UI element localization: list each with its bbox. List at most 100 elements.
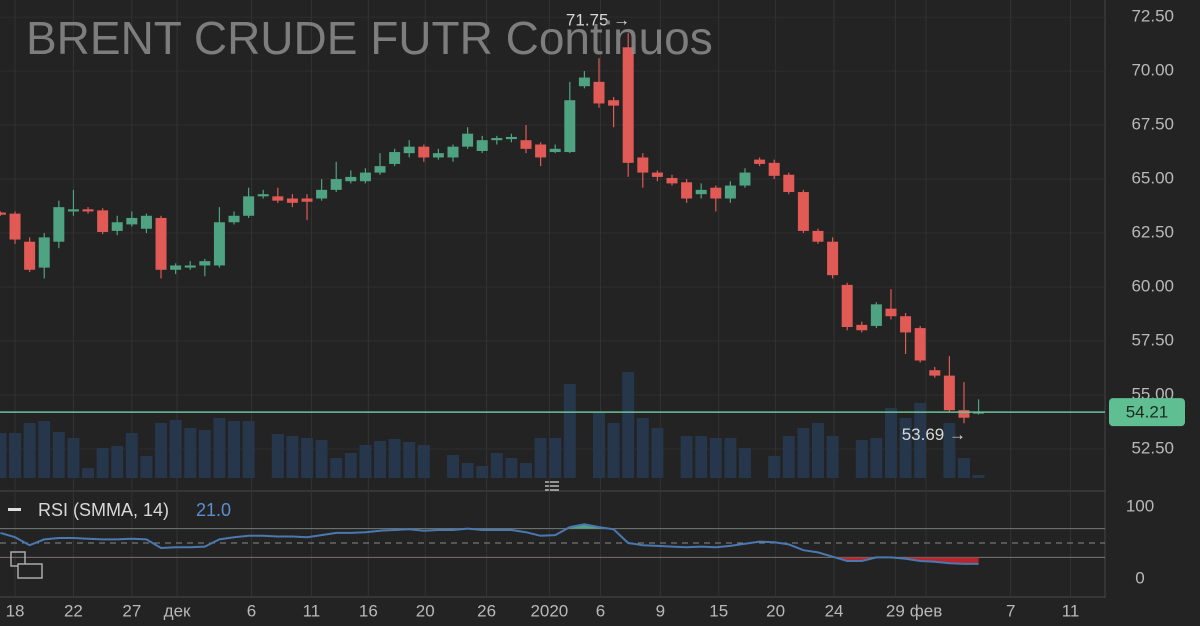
candle-body xyxy=(272,196,284,201)
candle-body xyxy=(710,187,722,199)
x-tick-label: 24 xyxy=(825,601,844,620)
chart-title: BRENT CRUDE FUTR Continuos xyxy=(26,12,713,64)
volume-bar xyxy=(52,432,65,478)
candle-body xyxy=(140,215,152,229)
resize-handle[interactable] xyxy=(545,481,559,491)
volume-bar xyxy=(899,418,912,478)
volume-bar xyxy=(330,458,343,478)
volume-bar xyxy=(23,423,36,478)
candle-body xyxy=(184,265,196,268)
y-tick-label: 52.50 xyxy=(1131,439,1174,458)
candle-body xyxy=(681,182,693,199)
x-tick-label: 11 xyxy=(1062,601,1080,620)
volume-bar xyxy=(315,440,328,478)
legend-toggle[interactable] xyxy=(8,508,21,511)
candle-body xyxy=(797,192,809,231)
volume-bar xyxy=(286,436,299,478)
x-tick-label: 16 xyxy=(359,601,378,620)
volume-bar xyxy=(782,436,795,478)
candle-body xyxy=(257,194,269,197)
candle-body xyxy=(67,209,79,212)
candle-body xyxy=(97,210,109,232)
candle-body xyxy=(914,328,926,361)
candle-body xyxy=(111,222,123,231)
volume-bar xyxy=(826,436,839,478)
volume-bar xyxy=(67,438,80,478)
rsi-tick-label: 100 xyxy=(1126,496,1154,515)
y-tick-label: 60.00 xyxy=(1131,277,1174,296)
volume-bar xyxy=(549,438,562,478)
volume-bar xyxy=(592,413,605,478)
volume-bar xyxy=(943,423,956,478)
volume-bar xyxy=(417,445,430,478)
volume-bar xyxy=(680,436,693,478)
volume-bar xyxy=(476,466,489,478)
volume-bar xyxy=(651,428,664,478)
candle-body xyxy=(345,176,357,182)
candle-body xyxy=(403,146,415,154)
volume-bar xyxy=(140,456,153,478)
candle-body xyxy=(0,212,6,215)
x-tick-label: 18 xyxy=(6,601,25,620)
y-tick-label: 72.50 xyxy=(1131,7,1174,26)
volume-bar xyxy=(82,468,95,478)
volume xyxy=(0,372,985,478)
volume-bar xyxy=(972,475,985,478)
volume-bar xyxy=(184,428,197,478)
y-tick-label: 67.50 xyxy=(1131,115,1174,134)
x-tick-label: 2020 xyxy=(530,601,568,620)
volume-bar xyxy=(622,372,635,478)
x-tick-label: 20 xyxy=(416,601,435,620)
volume-bar xyxy=(155,423,168,478)
x-tick-label: 20 xyxy=(766,601,785,620)
x-tick-label: 27 xyxy=(122,601,141,620)
candle-body xyxy=(856,324,868,331)
price-annotation: 71.75 → xyxy=(566,11,630,30)
candle-body xyxy=(695,189,707,195)
volume-bar xyxy=(490,453,503,478)
candle-body xyxy=(564,100,576,153)
candle-body xyxy=(418,146,430,158)
candle-body xyxy=(228,215,240,223)
candle-body xyxy=(724,185,736,199)
candle-body xyxy=(870,304,882,326)
price-annotation: 53.69 → xyxy=(902,425,966,444)
candle-body xyxy=(243,196,255,216)
x-tick-label: фев xyxy=(910,601,942,620)
volume-bar xyxy=(125,433,138,478)
volume-bar xyxy=(388,439,401,478)
volume-bar xyxy=(520,463,533,478)
candle-body xyxy=(286,198,298,203)
volume-bar xyxy=(563,384,576,478)
volume-bar xyxy=(198,430,211,478)
volume-bar xyxy=(359,445,372,478)
candle-body xyxy=(476,140,488,151)
x-tick-label: 6 xyxy=(596,601,605,620)
volume-bar xyxy=(855,440,868,478)
volume-bar xyxy=(505,458,518,478)
volume-bar xyxy=(709,438,722,478)
candle-body xyxy=(53,207,65,242)
candle-body xyxy=(900,316,912,333)
candle-body xyxy=(812,230,824,242)
x-tick-label: 29 xyxy=(886,601,905,620)
volume-bar xyxy=(301,438,314,478)
candle-body xyxy=(929,370,941,376)
candle-body xyxy=(374,166,386,173)
y-tick-label: 57.50 xyxy=(1131,331,1174,350)
volume-bar xyxy=(111,446,124,478)
candle-body xyxy=(593,81,605,104)
volume-bar xyxy=(38,421,51,478)
x-tick-label: 11 xyxy=(303,601,321,620)
candle-body xyxy=(301,198,313,202)
candle-body xyxy=(608,100,620,106)
volume-bar xyxy=(403,442,416,478)
volume-bar xyxy=(0,433,7,478)
volume-bar xyxy=(242,421,255,478)
x-tick-label: 7 xyxy=(1006,601,1015,620)
x-tick-label: дек xyxy=(164,601,191,620)
panel-icon[interactable] xyxy=(10,551,43,579)
candle-body xyxy=(316,189,328,199)
candle-body xyxy=(637,157,649,173)
